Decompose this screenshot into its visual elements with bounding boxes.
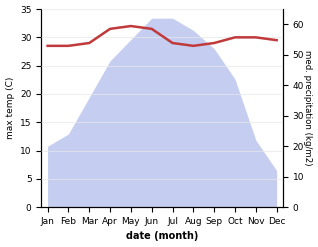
- Y-axis label: med. precipitation (kg/m2): med. precipitation (kg/m2): [303, 50, 313, 166]
- Y-axis label: max temp (C): max temp (C): [5, 77, 15, 139]
- X-axis label: date (month): date (month): [126, 231, 198, 242]
